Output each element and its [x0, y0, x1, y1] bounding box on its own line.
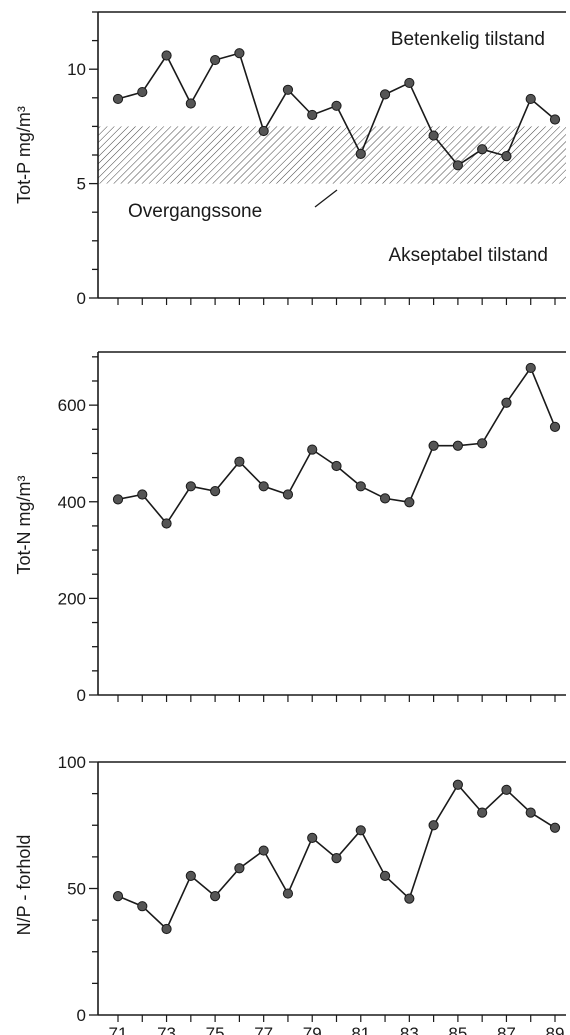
- data-point: [525, 807, 536, 818]
- data-point: [185, 870, 196, 881]
- data-point: [428, 820, 439, 831]
- data-point: [307, 832, 318, 844]
- x-tick-label: 87: [497, 1024, 516, 1035]
- x-tick-label: 79: [303, 1024, 322, 1035]
- x-tick-label: 83: [400, 1024, 419, 1035]
- data-point: [355, 481, 366, 492]
- y-tick-label: 0: [77, 289, 86, 308]
- data-point: [185, 481, 196, 492]
- data-point: [525, 362, 536, 374]
- x-tick-label: 73: [157, 1024, 176, 1035]
- x-tick-label: 85: [448, 1024, 467, 1035]
- data-point: [525, 93, 536, 105]
- overgangssone-label: Overgangssone: [128, 201, 262, 222]
- data-point: [452, 440, 463, 451]
- data-point: [428, 440, 439, 451]
- data-point: [210, 486, 221, 497]
- overgangssone-leader: [314, 189, 338, 208]
- data-point: [307, 444, 318, 455]
- data-point: [161, 50, 172, 61]
- data-point: [331, 460, 342, 472]
- y-tick-label: 600: [58, 396, 86, 415]
- betenkelig-annotation: Betenkelig tilstand: [391, 29, 545, 50]
- data-point: [258, 845, 269, 856]
- data-point: [234, 863, 245, 874]
- y-tick-label: 5: [77, 175, 86, 194]
- akseptabel-annotation: Akseptabel tilstand: [389, 245, 549, 266]
- data-point: [210, 54, 221, 66]
- data-point: [137, 86, 148, 98]
- data-point: [404, 497, 415, 508]
- overgangssone-band: [98, 126, 566, 184]
- series-line: [117, 366, 556, 525]
- y-tick-label: 200: [58, 589, 86, 608]
- np-ratio-panel: N/P - forhold 0 50 100 71 73 75 77 79 81 83 85 87 89: [14, 753, 566, 1035]
- y-axis-label: Tot-P mg/m³: [14, 106, 34, 204]
- data-point: [331, 100, 342, 111]
- x-tick-label: 89: [546, 1024, 565, 1035]
- data-point: [137, 901, 148, 912]
- y-tick-label: 0: [77, 686, 86, 705]
- data-point: [234, 48, 245, 59]
- data-point: [282, 888, 294, 899]
- data-point: [549, 822, 561, 833]
- data-point: [258, 125, 269, 137]
- data-point: [112, 890, 124, 902]
- y-tick-label: 400: [58, 493, 86, 512]
- x-tick-label: 77: [254, 1024, 273, 1035]
- y-tick-label: 0: [77, 1006, 86, 1025]
- data-point: [258, 481, 269, 492]
- data-point: [185, 98, 196, 109]
- tot-p-panel: Betenkelig tilstand Akseptabel tilstand …: [14, 11, 566, 308]
- data-point: [112, 93, 124, 105]
- tot-n-panel: Tot-N mg/m³ 0 200 400 600: [14, 351, 566, 705]
- data-point: [452, 779, 463, 790]
- data-point: [428, 130, 439, 141]
- y-axis-label: Tot-N mg/m³: [14, 475, 34, 574]
- data-point: [501, 784, 512, 795]
- y-axis-label: N/P - forhold: [14, 835, 34, 936]
- data-point: [161, 923, 172, 935]
- x-tick-label: 71: [109, 1024, 128, 1035]
- data-point: [112, 494, 124, 505]
- data-point: [355, 148, 366, 159]
- data-point: [355, 825, 366, 836]
- data-point: [452, 160, 463, 171]
- data-point: [282, 84, 294, 95]
- data-point: [210, 890, 221, 902]
- data-point: [549, 114, 561, 125]
- data-point: [477, 807, 488, 818]
- y-tick-label: 50: [67, 880, 86, 899]
- data-point: [307, 109, 318, 121]
- data-point: [282, 489, 294, 500]
- data-point: [549, 421, 561, 432]
- data-point: [161, 518, 172, 529]
- data-point: [379, 493, 391, 504]
- data-point: [501, 151, 512, 162]
- data-point: [331, 853, 342, 864]
- data-point: [379, 870, 391, 881]
- data-point: [501, 397, 512, 408]
- data-point: [477, 144, 488, 155]
- y-tick-label: 10: [67, 60, 86, 79]
- x-tick-label: 75: [206, 1024, 225, 1035]
- data-point: [379, 89, 391, 100]
- data-point: [477, 438, 488, 449]
- data-point: [234, 456, 245, 467]
- y-tick-label: 100: [58, 753, 86, 772]
- data-point: [137, 489, 148, 500]
- data-point: [404, 77, 415, 89]
- x-tick-label: 81: [351, 1024, 370, 1035]
- data-point: [404, 893, 415, 904]
